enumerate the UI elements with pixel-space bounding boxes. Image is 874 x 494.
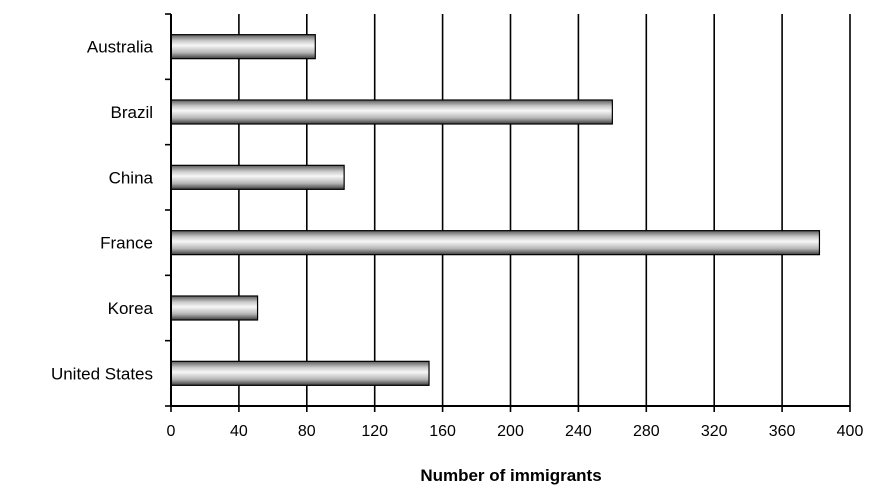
x-tick-label: 160 <box>429 423 456 440</box>
x-tick-label: 0 <box>167 423 176 440</box>
x-tick-label: 200 <box>497 423 524 440</box>
bar-korea <box>170 295 259 321</box>
bar-china <box>170 164 345 190</box>
x-tick-label: 400 <box>837 423 864 440</box>
x-tick-label: 80 <box>298 423 316 440</box>
x-tick-label: 360 <box>769 423 796 440</box>
x-axis-title: Number of immigrants <box>420 466 601 485</box>
x-tick-label: 320 <box>701 423 728 440</box>
x-tick-label: 40 <box>230 423 248 440</box>
axes <box>165 13 851 412</box>
labels: 0 40 80 120 160 200 240 280 320 360 400 Australia Br… <box>51 38 864 440</box>
y-category-label: United States <box>51 364 153 383</box>
x-tick-label: 120 <box>361 423 388 440</box>
y-category-label: Brazil <box>110 103 153 122</box>
x-tick-label: 280 <box>633 423 660 440</box>
gridlines <box>238 14 851 406</box>
bar-united-states <box>170 360 430 386</box>
bar-brazil <box>170 99 613 125</box>
y-category-label: Korea <box>108 299 154 318</box>
x-tick-label: 240 <box>565 423 592 440</box>
y-category-label: China <box>109 168 154 187</box>
bar-france <box>170 230 821 256</box>
y-category-label: France <box>100 234 153 253</box>
y-category-label: Australia <box>87 38 154 57</box>
bars <box>170 34 821 386</box>
bar-australia <box>170 34 316 60</box>
